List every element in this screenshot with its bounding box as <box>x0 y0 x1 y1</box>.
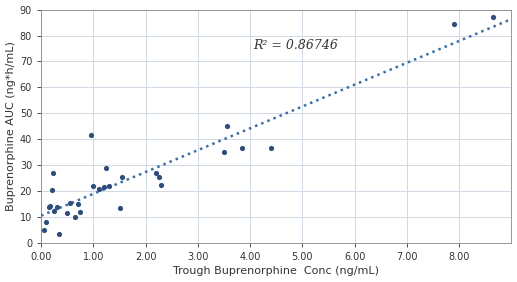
Point <box>73 202 82 206</box>
Point <box>76 210 84 214</box>
Point <box>157 182 165 187</box>
Y-axis label: Buprenorphine AUC (ng*h/mL): Buprenorphine AUC (ng*h/mL) <box>6 41 16 211</box>
Point <box>71 215 79 220</box>
Point <box>450 22 458 26</box>
Point <box>49 171 57 175</box>
Point <box>155 175 163 179</box>
Point <box>489 15 497 20</box>
Point <box>40 228 48 233</box>
Point <box>45 205 53 209</box>
X-axis label: Trough Buprenorphine  Conc (ng/mL): Trough Buprenorphine Conc (ng/mL) <box>173 266 379 276</box>
Point <box>53 205 61 209</box>
Point <box>115 206 124 210</box>
Point <box>238 146 247 151</box>
Point <box>95 186 103 191</box>
Point <box>87 133 95 138</box>
Point <box>220 150 228 155</box>
Point <box>118 175 126 179</box>
Point <box>48 188 56 192</box>
Point <box>102 166 111 170</box>
Point <box>89 184 98 188</box>
Point <box>63 211 71 216</box>
Text: R² = 0.86746: R² = 0.86746 <box>253 39 338 52</box>
Point <box>152 171 160 175</box>
Point <box>50 208 58 213</box>
Point <box>66 201 74 205</box>
Point <box>100 185 108 190</box>
Point <box>46 203 54 208</box>
Point <box>55 232 64 236</box>
Point <box>105 184 113 188</box>
Point <box>42 220 51 225</box>
Point <box>222 124 231 129</box>
Point <box>267 146 275 151</box>
